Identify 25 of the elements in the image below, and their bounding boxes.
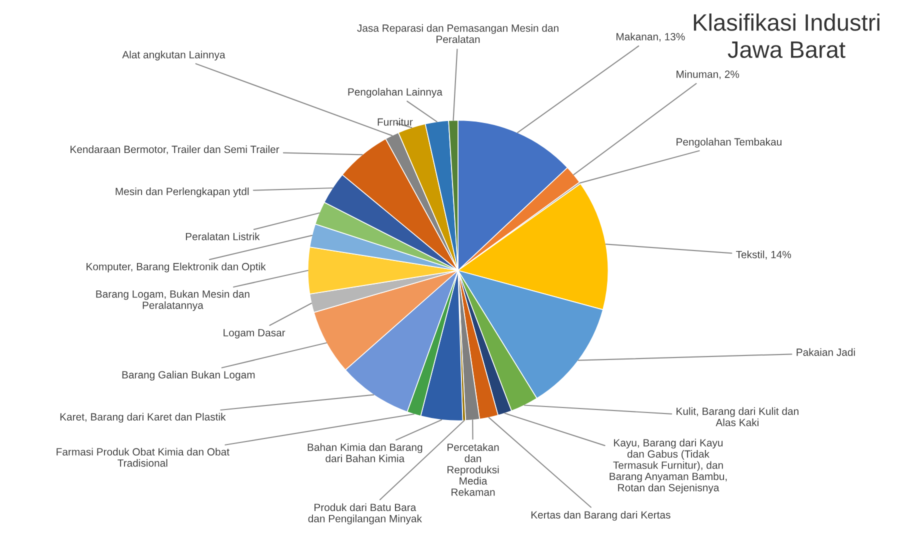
slice-label: Karet, Barang dari Karet dan Plastik	[60, 412, 226, 423]
slice-label: Alat angkutan Lainnya	[122, 50, 226, 60]
slice-label: Furnitur	[378, 118, 413, 126]
slice-label: Kendaraan Bermotor, Trailer dan Semi Trailer	[70, 145, 280, 154]
slice-label: Peralatan Listrik	[186, 232, 260, 240]
slice-label: Barang Logam, Bukan Mesin dan Peralatannya	[96, 290, 250, 312]
slice-label: Komputer, Barang Elektronik dan Optik	[86, 262, 266, 272]
slice-label: Barang Galian Bukan Logam	[122, 370, 255, 381]
slice-label: Percetakan dan Reproduksi Media Rekaman	[448, 443, 499, 496]
slice-label: Pakaian Jadi	[796, 348, 855, 356]
slice-label: Pengolahan Tembakau	[676, 138, 782, 148]
slice-label: Kertas dan Barang dari Kertas	[531, 510, 670, 521]
slice-label: Produk dari Batu Bara dan Pengilangan Minyak	[308, 503, 422, 524]
slice-label: Mesin dan Perlengkapan ytdl	[116, 188, 249, 198]
slice-label: Tekstil, 14%	[736, 250, 792, 260]
slice-label: Farmasi Produk Obat Kimia dan Obat Tradisional	[56, 448, 230, 467]
slice-label: Pengolahan Lainnya	[348, 88, 442, 98]
chart-title: Klasifikasi Industri Jawa Barat	[694, 14, 880, 58]
slice-label: Kulit, Barang dari Kulit dan Alas Kaki	[676, 407, 798, 426]
slice-label: Logam Dasar	[224, 329, 286, 338]
slice-label: Minuman, 2%	[676, 70, 740, 80]
slice-label: Bahan Kimia dan Barang dari Bahan Kimia	[308, 443, 422, 462]
slice-label: Makanan, 13%	[616, 32, 685, 42]
slice-label: Jasa Reparasi dan Pemasangan Mesin dan Peralatan	[357, 24, 558, 44]
slice-label: Kayu, Barang dari Kayu dan Gabus (Tidak Termasuk Furnitur), dan Barang Anyaman Bambu, Rotan dan Sejenisnya	[610, 438, 727, 494]
